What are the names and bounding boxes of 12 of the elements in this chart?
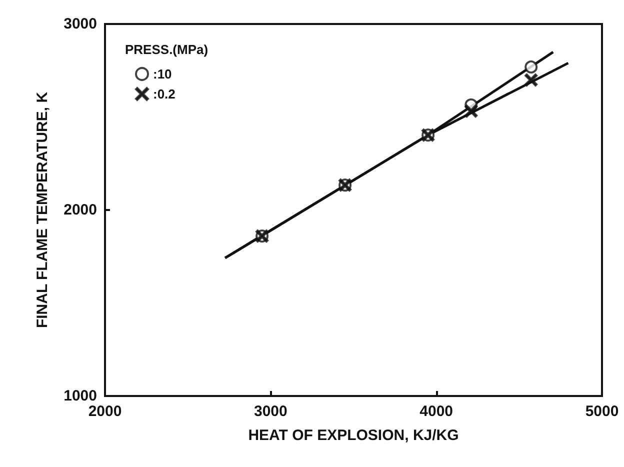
x-tick-label: 4000 bbox=[420, 403, 454, 420]
x-tick-label: 5000 bbox=[585, 403, 619, 420]
x-tick-label: 2000 bbox=[88, 403, 122, 420]
legend-label: :10 bbox=[153, 66, 172, 82]
x-tick-label: 3000 bbox=[254, 403, 288, 420]
y-tick-label: 1000 bbox=[64, 388, 97, 404]
y-tick-label: 2000 bbox=[64, 202, 97, 218]
x-axis-title: HEAT OF EXPLOSION, KJ/KG bbox=[248, 427, 459, 444]
y-axis-title: FINAL FLAME TEMPERATURE, K bbox=[34, 92, 51, 328]
y-tick-label: 3000 bbox=[64, 16, 97, 32]
legend-label: :0.2 bbox=[153, 86, 176, 102]
legend-title: PRESS.(MPa) bbox=[125, 42, 208, 57]
